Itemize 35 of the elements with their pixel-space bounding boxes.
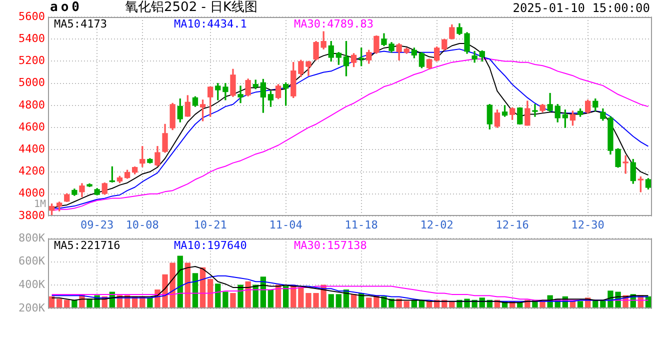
chart-title: 氧化铝2502 - 日K线图 (125, 0, 258, 15)
y-tick-label: 4000 (18, 186, 45, 200)
y-tick-label: 400K (18, 278, 46, 291)
x-tick-label: 10-21 (194, 218, 227, 232)
candlestick (238, 86, 244, 104)
x-tick-label: 09-23 (80, 218, 114, 232)
candlestick (532, 104, 538, 117)
text: MA30:4789.83 (294, 17, 374, 30)
x-tick-label: 10-08 (126, 218, 159, 232)
y-tick-label: 4600 (18, 120, 45, 134)
x-tick-label: 12-16 (496, 218, 529, 232)
y-tick-label: 5000 (18, 76, 45, 90)
x-tick-label: 11-18 (344, 218, 378, 232)
y-tick-label: 4400 (18, 142, 45, 156)
x-tick-label: 11-04 (269, 218, 303, 232)
chart-subtitle: ao0 (50, 0, 82, 15)
x-tick-label: 12-02 (420, 218, 454, 232)
text: MA5:221716 (54, 238, 120, 252)
y-tick-label: 4800 (18, 98, 45, 112)
candlestick (622, 155, 628, 174)
y-tick-label: 4200 (18, 164, 45, 178)
y-tick-label: 3800 (18, 208, 45, 222)
text: 2025-01-10 15:00:00 (512, 1, 650, 15)
text: MA10:4434.1 (174, 17, 247, 30)
text: MA30:157138 (294, 238, 367, 252)
y-tick-label: 200K (18, 301, 46, 314)
y-tick-label: 600K (18, 254, 46, 268)
text: MA5:4173 (54, 17, 107, 30)
text: 1M (34, 199, 46, 210)
x-tick-label: 12-30 (571, 218, 604, 232)
y-tick-label: 5600 (18, 10, 45, 23)
text: MA10:197640 (174, 238, 247, 252)
y-tick-label: 800K (18, 231, 46, 244)
y-tick-label: 5200 (18, 54, 45, 68)
y-tick-label: 5400 (18, 32, 45, 45)
